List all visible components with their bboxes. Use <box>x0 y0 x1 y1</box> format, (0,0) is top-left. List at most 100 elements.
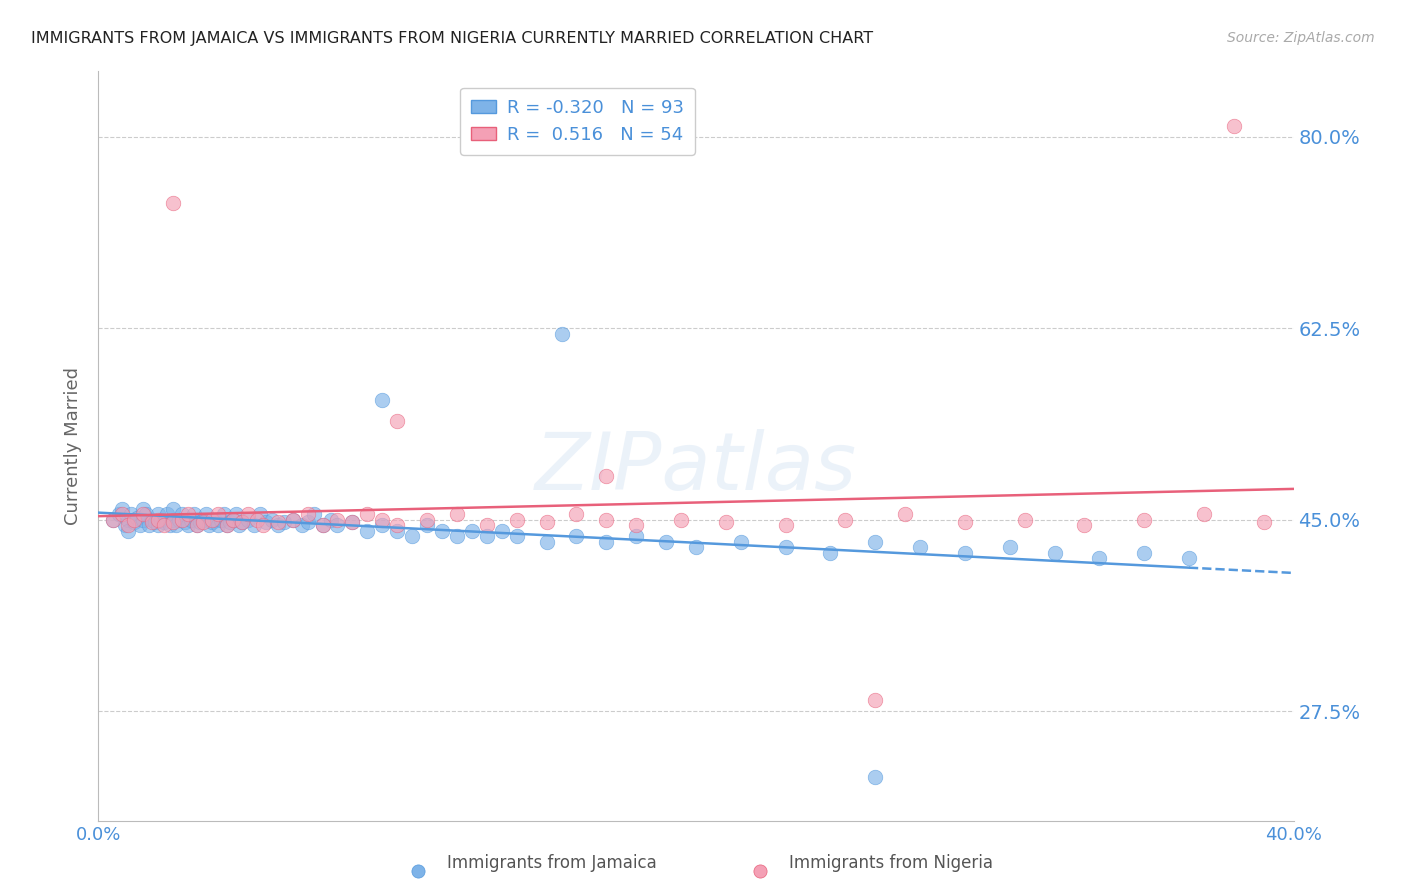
Point <box>249 508 271 522</box>
Point <box>506 529 529 543</box>
Point <box>148 513 170 527</box>
Point <box>212 508 235 522</box>
Point <box>430 524 453 538</box>
Point <box>491 524 513 538</box>
Point <box>246 513 269 527</box>
Point <box>326 518 349 533</box>
Point <box>595 534 617 549</box>
Point <box>172 513 194 527</box>
Point <box>132 513 155 527</box>
Point <box>1133 546 1156 560</box>
Point <box>273 515 295 529</box>
Point <box>195 508 218 522</box>
Point <box>143 515 166 529</box>
Point <box>595 469 617 483</box>
Point <box>159 518 181 533</box>
Point <box>124 515 146 529</box>
Point <box>243 518 266 533</box>
Point <box>177 508 200 522</box>
Text: Immigrants from Nigeria: Immigrants from Nigeria <box>789 855 993 872</box>
Point <box>416 513 439 527</box>
Point <box>536 534 558 549</box>
Point <box>153 515 176 529</box>
Point <box>730 534 752 549</box>
Point <box>714 515 737 529</box>
Point <box>475 529 498 543</box>
Point <box>281 513 304 527</box>
Point <box>953 546 976 560</box>
Point <box>408 863 430 878</box>
Point <box>401 529 423 543</box>
Point <box>236 513 259 527</box>
Point <box>231 515 253 529</box>
Point <box>135 508 157 522</box>
Point <box>165 518 187 533</box>
Point <box>188 515 211 529</box>
Point <box>215 518 238 533</box>
Point <box>201 515 224 529</box>
Point <box>626 529 648 543</box>
Point <box>117 513 139 527</box>
Point <box>177 518 200 533</box>
Point <box>834 513 856 527</box>
Point <box>198 518 221 533</box>
Point <box>148 518 170 533</box>
Point <box>260 513 283 527</box>
Point <box>228 518 250 533</box>
Y-axis label: Currently Married: Currently Married <box>65 367 83 525</box>
Point <box>108 508 131 522</box>
Text: Source: ZipAtlas.com: Source: ZipAtlas.com <box>1227 31 1375 45</box>
Point <box>446 508 468 522</box>
Point <box>225 508 247 522</box>
Point <box>385 518 409 533</box>
Point <box>236 508 259 522</box>
Point <box>191 515 214 529</box>
Point <box>371 513 394 527</box>
Point <box>281 513 304 527</box>
Text: Immigrants from Jamaica: Immigrants from Jamaica <box>447 855 657 872</box>
Point <box>132 508 155 522</box>
Point <box>297 508 319 522</box>
Point <box>120 508 142 522</box>
Point <box>1073 518 1095 533</box>
Point <box>174 515 197 529</box>
Point <box>311 518 333 533</box>
Point <box>129 518 152 533</box>
Point <box>153 518 176 533</box>
Point <box>998 540 1021 554</box>
Point <box>506 513 529 527</box>
Point <box>215 518 238 533</box>
Text: IMMIGRANTS FROM JAMAICA VS IMMIGRANTS FROM NIGERIA CURRENTLY MARRIED CORRELATION: IMMIGRANTS FROM JAMAICA VS IMMIGRANTS FR… <box>31 31 873 46</box>
Point <box>820 546 842 560</box>
Point <box>124 513 146 527</box>
Point <box>162 513 184 527</box>
Point <box>371 392 394 407</box>
Point <box>138 518 160 533</box>
Point <box>356 524 378 538</box>
Point <box>141 515 163 529</box>
Point <box>953 515 976 529</box>
Point <box>219 515 242 529</box>
Point <box>201 513 224 527</box>
Point <box>1223 119 1246 133</box>
Point <box>865 693 887 707</box>
Point <box>186 518 208 533</box>
Point <box>565 508 588 522</box>
Point <box>180 513 202 527</box>
Point <box>150 513 173 527</box>
Point <box>231 515 253 529</box>
Point <box>342 515 364 529</box>
Point <box>748 863 770 878</box>
Point <box>167 513 190 527</box>
Point <box>209 513 232 527</box>
Point <box>595 513 617 527</box>
Point <box>1133 513 1156 527</box>
Point <box>1178 551 1201 566</box>
Point <box>536 515 558 529</box>
Point <box>172 508 194 522</box>
Legend: R = -0.320   N = 93, R =  0.516   N = 54: R = -0.320 N = 93, R = 0.516 N = 54 <box>460 88 695 154</box>
Point <box>141 513 163 527</box>
Point <box>865 534 887 549</box>
Point <box>1253 515 1275 529</box>
Point <box>461 524 484 538</box>
